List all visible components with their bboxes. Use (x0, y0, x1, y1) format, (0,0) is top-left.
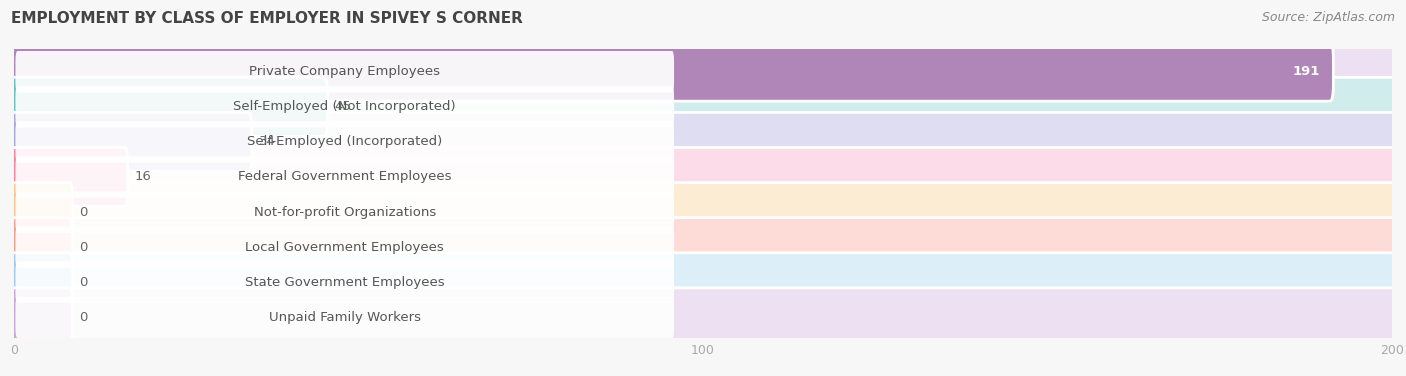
FancyBboxPatch shape (11, 112, 252, 171)
Text: State Government Employees: State Government Employees (245, 276, 444, 289)
Text: Not-for-profit Organizations: Not-for-profit Organizations (253, 206, 436, 218)
Text: 45: 45 (335, 100, 352, 113)
FancyBboxPatch shape (11, 218, 73, 277)
Text: Self-Employed (Incorporated): Self-Employed (Incorporated) (247, 135, 443, 149)
FancyBboxPatch shape (15, 156, 673, 198)
FancyBboxPatch shape (11, 147, 1395, 206)
FancyBboxPatch shape (11, 218, 1395, 277)
FancyBboxPatch shape (15, 86, 673, 127)
Text: 0: 0 (80, 206, 89, 218)
FancyBboxPatch shape (11, 288, 1395, 347)
FancyBboxPatch shape (11, 253, 1395, 312)
Text: 16: 16 (135, 170, 152, 183)
FancyBboxPatch shape (11, 112, 1395, 171)
FancyBboxPatch shape (11, 288, 73, 347)
FancyBboxPatch shape (11, 183, 73, 241)
FancyBboxPatch shape (15, 51, 673, 92)
FancyBboxPatch shape (11, 77, 1395, 136)
Text: Local Government Employees: Local Government Employees (246, 241, 444, 254)
FancyBboxPatch shape (11, 183, 1395, 241)
FancyBboxPatch shape (11, 147, 128, 206)
Text: 191: 191 (1292, 65, 1320, 78)
FancyBboxPatch shape (11, 253, 73, 312)
Text: 0: 0 (80, 241, 89, 254)
FancyBboxPatch shape (15, 297, 673, 338)
Text: 34: 34 (259, 135, 276, 149)
Text: EMPLOYMENT BY CLASS OF EMPLOYER IN SPIVEY S CORNER: EMPLOYMENT BY CLASS OF EMPLOYER IN SPIVE… (11, 11, 523, 26)
Text: 0: 0 (80, 311, 89, 324)
FancyBboxPatch shape (11, 77, 328, 136)
Text: 0: 0 (80, 276, 89, 289)
Text: Unpaid Family Workers: Unpaid Family Workers (269, 311, 420, 324)
FancyBboxPatch shape (11, 42, 1395, 101)
FancyBboxPatch shape (11, 42, 1333, 101)
FancyBboxPatch shape (15, 262, 673, 303)
Text: Source: ZipAtlas.com: Source: ZipAtlas.com (1261, 11, 1395, 24)
Text: Federal Government Employees: Federal Government Employees (238, 170, 451, 183)
FancyBboxPatch shape (15, 121, 673, 162)
Text: Self-Employed (Not Incorporated): Self-Employed (Not Incorporated) (233, 100, 456, 113)
FancyBboxPatch shape (15, 226, 673, 268)
Text: Private Company Employees: Private Company Employees (249, 65, 440, 78)
FancyBboxPatch shape (15, 191, 673, 233)
